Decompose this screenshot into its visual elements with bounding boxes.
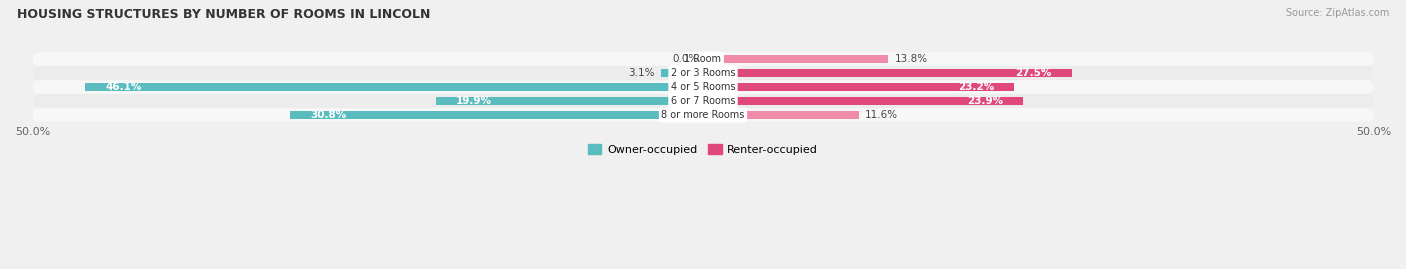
Bar (703, 83, 1014, 91)
Text: 6 or 7 Rooms: 6 or 7 Rooms (671, 96, 735, 106)
Text: HOUSING STRUCTURES BY NUMBER OF ROOMS IN LINCOLN: HOUSING STRUCTURES BY NUMBER OF ROOMS IN… (17, 8, 430, 21)
Bar (703, 55, 889, 63)
Text: 30.8%: 30.8% (311, 110, 346, 120)
Text: 46.1%: 46.1% (105, 82, 142, 92)
Text: 3.1%: 3.1% (628, 68, 655, 78)
Text: 19.9%: 19.9% (457, 96, 492, 106)
Bar (436, 97, 703, 105)
Bar (290, 111, 703, 119)
Bar (84, 83, 703, 91)
Bar (703, 97, 1024, 105)
FancyBboxPatch shape (32, 80, 1374, 94)
FancyBboxPatch shape (32, 66, 1374, 80)
FancyBboxPatch shape (32, 94, 1374, 108)
Text: 2 or 3 Rooms: 2 or 3 Rooms (671, 68, 735, 78)
Bar (703, 111, 859, 119)
FancyBboxPatch shape (32, 108, 1374, 122)
Text: 11.6%: 11.6% (865, 110, 898, 120)
Text: 4 or 5 Rooms: 4 or 5 Rooms (671, 82, 735, 92)
Legend: Owner-occupied, Renter-occupied: Owner-occupied, Renter-occupied (583, 140, 823, 159)
Text: 23.2%: 23.2% (957, 82, 994, 92)
Text: 1 Room: 1 Room (685, 54, 721, 64)
Text: 27.5%: 27.5% (1015, 68, 1052, 78)
Text: Source: ZipAtlas.com: Source: ZipAtlas.com (1285, 8, 1389, 18)
Text: 13.8%: 13.8% (894, 54, 928, 64)
Bar (703, 69, 1071, 77)
Text: 0.0%: 0.0% (672, 54, 699, 64)
Bar (661, 69, 703, 77)
Text: 23.9%: 23.9% (967, 96, 1004, 106)
FancyBboxPatch shape (32, 52, 1374, 66)
Text: 8 or more Rooms: 8 or more Rooms (661, 110, 745, 120)
